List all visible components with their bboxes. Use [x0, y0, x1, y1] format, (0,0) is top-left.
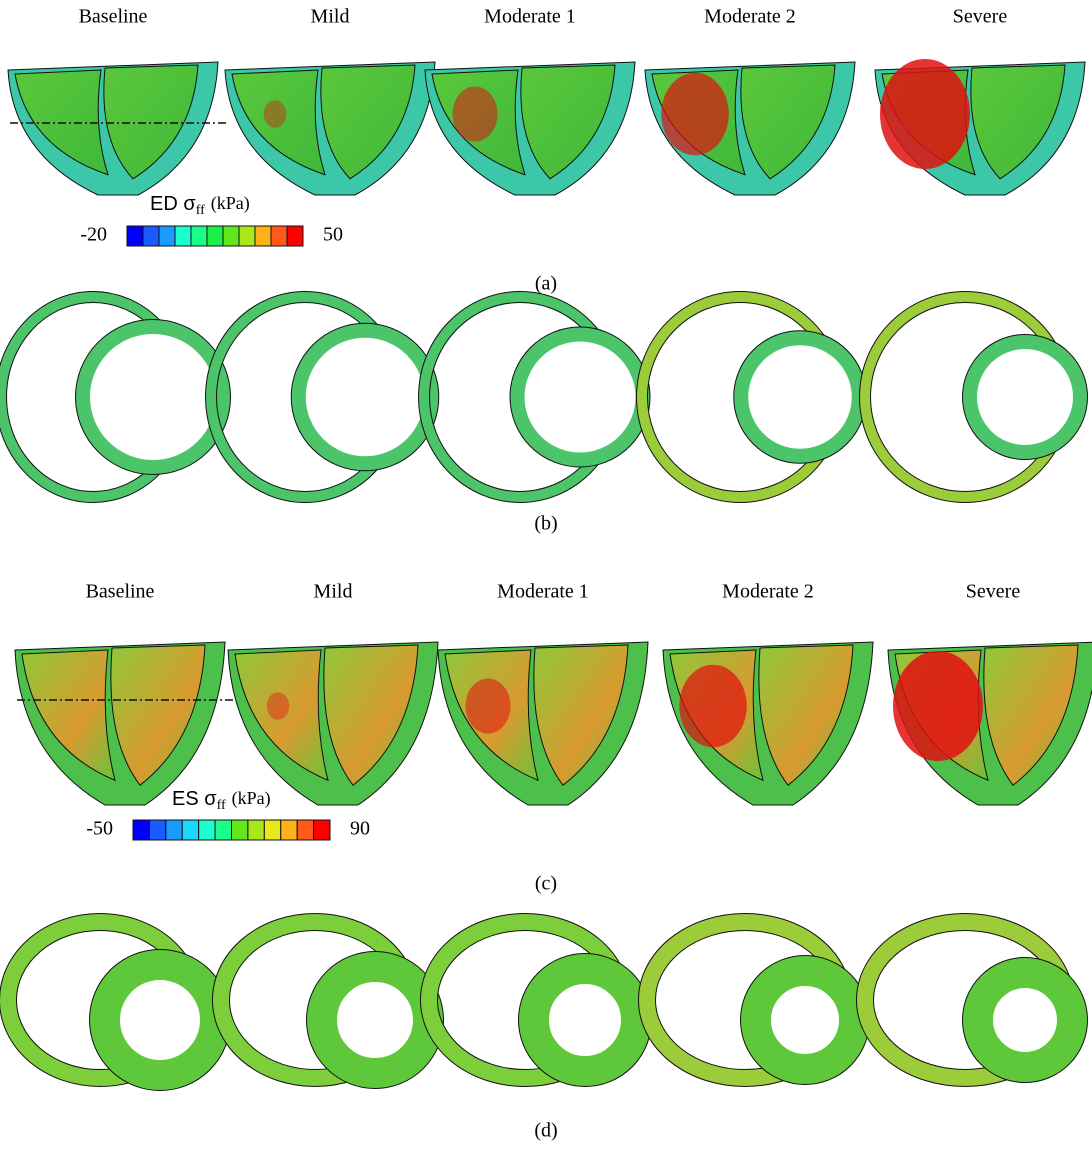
stress-region — [267, 692, 290, 720]
colorbar-max: 50 — [323, 224, 343, 246]
colorbar-title-part: (kPa) — [232, 788, 271, 809]
colorbar-swatch — [133, 820, 149, 840]
colorbar-swatch — [149, 820, 165, 840]
colorbar-swatch — [182, 820, 198, 840]
colorbar-swatch — [215, 820, 231, 840]
colorbar-swatch — [143, 226, 159, 246]
colorbar-min: -20 — [80, 224, 107, 246]
colorbar-min: -50 — [86, 818, 113, 840]
column-label: Moderate 1 — [484, 6, 576, 28]
lv-ring-fill — [105, 965, 215, 1075]
heart-model — [875, 59, 1085, 195]
lv-ring-fill — [83, 327, 223, 467]
heart-model — [228, 642, 438, 805]
colorbar-swatch — [255, 226, 271, 246]
heart-model — [888, 642, 1092, 805]
heart-model — [663, 642, 873, 805]
colorbar-title: ED σff (kPa) — [150, 193, 250, 218]
colorbar-swatch — [314, 820, 330, 840]
stress-region — [453, 87, 498, 142]
stress-region — [880, 59, 970, 169]
colorbar-title-part: ff — [196, 203, 205, 218]
colorbar-swatch — [239, 226, 255, 246]
column-label: Mild — [314, 581, 353, 603]
heart-model — [8, 62, 218, 195]
colorbar-swatch — [191, 226, 207, 246]
column-label: Baseline — [79, 6, 148, 28]
heart-model — [425, 62, 635, 195]
lv-ring-fill — [299, 331, 432, 464]
colorbar-swatch — [271, 226, 287, 246]
column-label: Moderate 2 — [722, 581, 814, 603]
panel-label: (a) — [535, 273, 557, 295]
stress-region — [893, 651, 983, 761]
colorbar-swatch — [281, 820, 297, 840]
colorbar-max: 90 — [350, 818, 370, 840]
heart-model — [645, 62, 855, 195]
colorbar-swatch — [166, 820, 182, 840]
panel-label: (c) — [535, 873, 557, 895]
column-label: Severe — [953, 6, 1008, 28]
column-label: Baseline — [86, 581, 155, 603]
colorbar-swatch — [287, 226, 303, 246]
column-label: Moderate 2 — [704, 6, 796, 28]
colorbar-title-part: ES σ — [172, 788, 217, 810]
lv-ring-fill — [978, 973, 1072, 1067]
colorbar-swatch — [159, 226, 175, 246]
lv-ring-fill — [534, 969, 636, 1071]
lv-ring-fill — [518, 335, 643, 460]
colorbar-title-part: ED σ — [150, 193, 196, 215]
column-label: Moderate 1 — [497, 581, 589, 603]
stress-region — [466, 679, 511, 734]
heart-model — [438, 642, 648, 805]
lv-ring-fill — [970, 342, 1080, 452]
colorbar-title: ES σff (kPa) — [172, 788, 271, 813]
heart-model — [15, 642, 225, 805]
panel-label: (b) — [534, 513, 557, 535]
stress-region — [679, 665, 747, 748]
panel-label: (d) — [534, 1120, 557, 1142]
colorbar-swatch — [232, 820, 248, 840]
colorbar-swatch — [223, 226, 239, 246]
column-label: Mild — [311, 6, 350, 28]
colorbar-swatch — [297, 820, 313, 840]
colorbar-swatch — [127, 226, 143, 246]
lv-ring-fill — [756, 971, 854, 1069]
figure: (a) Baseline Mild Moderate 1 Moderate 2 Sever… — [0, 0, 1092, 1152]
lv-ring-fill — [741, 338, 859, 456]
colorbar-swatch — [207, 226, 223, 246]
stress-region — [661, 73, 729, 156]
colorbar-swatch — [264, 820, 280, 840]
colorbar-title-part: ff — [217, 798, 226, 813]
colorbar-swatch — [175, 226, 191, 246]
column-label: Severe — [966, 581, 1021, 603]
heart-model — [225, 62, 435, 195]
colorbar-swatch — [199, 820, 215, 840]
colorbar-swatch — [248, 820, 264, 840]
lv-ring-fill — [322, 967, 428, 1073]
colorbar-title-part: (kPa) — [211, 193, 250, 214]
stress-region — [264, 100, 287, 128]
